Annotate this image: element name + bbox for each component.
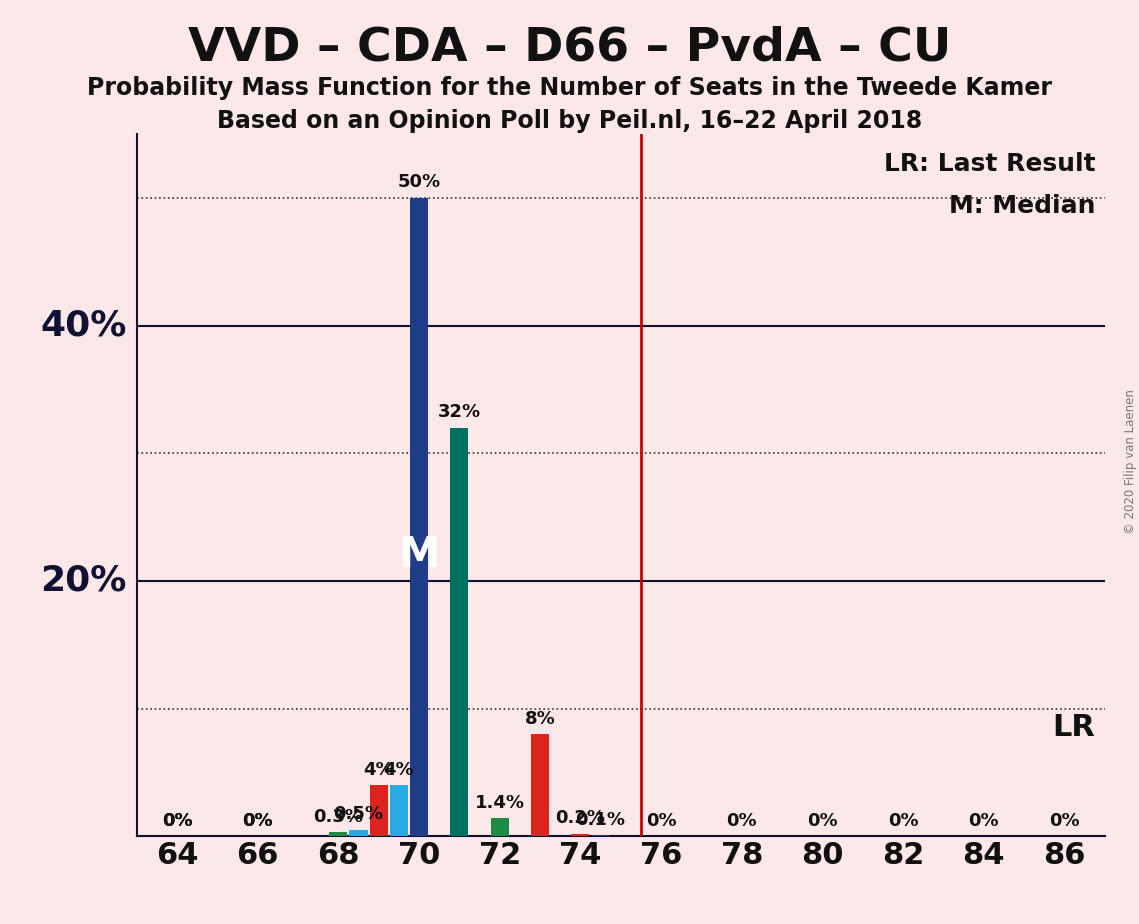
Text: 0.1%: 0.1% — [575, 810, 625, 829]
Text: 0%: 0% — [887, 812, 918, 830]
Text: 0%: 0% — [646, 812, 677, 830]
Bar — [329, 833, 347, 836]
Text: 1.4%: 1.4% — [475, 794, 525, 812]
Text: 0%: 0% — [968, 812, 999, 830]
Text: © 2020 Filip van Laenen: © 2020 Filip van Laenen — [1124, 390, 1137, 534]
Bar — [410, 198, 428, 836]
Text: 0.2%: 0.2% — [556, 809, 606, 827]
Text: 0%: 0% — [243, 812, 273, 830]
Text: Probability Mass Function for the Number of Seats in the Tweede Kamer: Probability Mass Function for the Number… — [87, 76, 1052, 100]
Text: LR: Last Result: LR: Last Result — [884, 152, 1095, 176]
Text: 0.3%: 0.3% — [313, 808, 363, 826]
Text: 32%: 32% — [437, 403, 481, 421]
Text: VVD – CDA – D66 – PvdA – CU: VVD – CDA – D66 – PvdA – CU — [188, 26, 951, 71]
Bar — [572, 833, 590, 836]
Bar — [390, 785, 408, 836]
Text: 0%: 0% — [162, 812, 192, 830]
Text: LR: LR — [1052, 713, 1095, 742]
Text: 8%: 8% — [525, 710, 556, 728]
Bar — [591, 835, 609, 836]
Text: 4%: 4% — [363, 760, 394, 779]
Text: Based on an Opinion Poll by Peil.nl, 16–22 April 2018: Based on an Opinion Poll by Peil.nl, 16–… — [216, 109, 923, 133]
Text: 20%: 20% — [40, 564, 126, 598]
Text: 0.5%: 0.5% — [334, 806, 384, 823]
Text: M: Median: M: Median — [949, 194, 1095, 218]
Text: 0%: 0% — [1049, 812, 1080, 830]
Text: 0%: 0% — [727, 812, 757, 830]
Text: 0%: 0% — [808, 812, 838, 830]
Bar — [350, 830, 368, 836]
Bar — [450, 428, 468, 836]
Bar — [531, 734, 549, 836]
Text: M: M — [399, 534, 440, 577]
Text: 50%: 50% — [398, 174, 441, 191]
Text: 4%: 4% — [384, 760, 415, 779]
Text: 0%: 0% — [243, 812, 273, 830]
Text: 40%: 40% — [40, 309, 126, 343]
Text: 0%: 0% — [162, 812, 192, 830]
Bar — [370, 785, 387, 836]
Bar — [491, 819, 509, 836]
